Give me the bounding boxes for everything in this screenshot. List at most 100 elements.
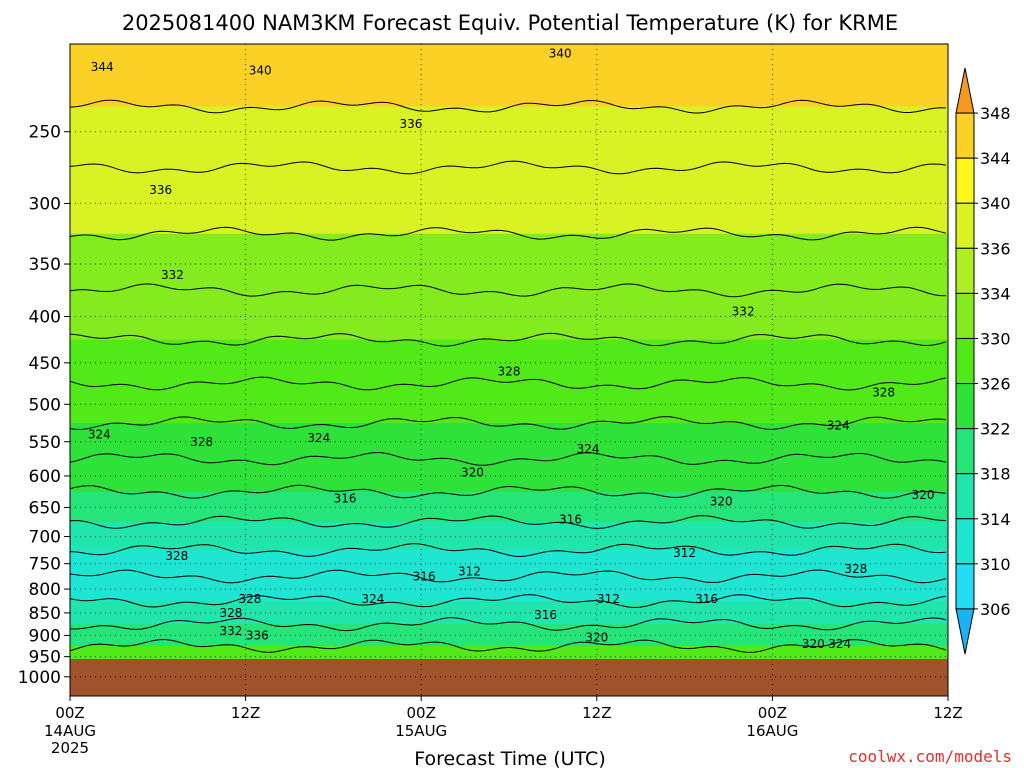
- contour-line: [70, 283, 947, 298]
- contour-label: 336: [400, 117, 423, 131]
- colorbar-label: 314: [980, 510, 1011, 529]
- contour-line: [70, 332, 947, 347]
- contour-label: 316: [334, 491, 357, 505]
- y-tick-label: 650: [29, 498, 61, 518]
- colorbar-label: 334: [980, 284, 1011, 303]
- contour-label: 328: [239, 592, 262, 606]
- contour-label: 324: [577, 442, 600, 456]
- contour-label: 340: [549, 47, 572, 61]
- contour-label: 328: [190, 435, 213, 449]
- x-tick-label: 12Z: [933, 704, 962, 722]
- contour-line: [70, 594, 947, 609]
- contour-label: 344: [91, 60, 114, 74]
- contour-line: [70, 543, 947, 558]
- y-tick-label: 600: [29, 467, 61, 487]
- contour-label: 324: [827, 419, 850, 433]
- x-tick-label: 12Z: [582, 704, 611, 722]
- contour-line: [70, 484, 947, 499]
- colorbar-label: 326: [980, 375, 1011, 394]
- x-tick-date: 16AUG: [746, 722, 798, 740]
- y-tick-label: 800: [29, 580, 61, 600]
- credit-text: coolwx.com/models: [848, 747, 1012, 766]
- colorbar-swatch: [955, 518, 975, 565]
- colorbar-label: 306: [980, 600, 1011, 619]
- x-tick-label: 00Z: [55, 704, 84, 722]
- colorbar-label: 336: [980, 239, 1011, 258]
- colorbar-label: 322: [980, 420, 1011, 439]
- colorbar-cap-bottom: [955, 608, 975, 655]
- x-tick-date: 15AUG: [395, 722, 447, 740]
- theta-e-band: [70, 106, 948, 169]
- contour-line: [70, 639, 947, 653]
- contour-line: [70, 617, 947, 632]
- contour-label: 328: [165, 549, 188, 563]
- y-tick-label: 1000: [18, 668, 61, 688]
- colorbar-swatch: [955, 383, 975, 430]
- x-axis-label: Forecast Time (UTC): [414, 748, 605, 768]
- contour-label: 320: [461, 466, 484, 480]
- theta-e-band: [70, 290, 948, 341]
- colorbar-label: 330: [980, 329, 1011, 348]
- colorbar-label: 310: [980, 555, 1011, 574]
- contour-label: 312: [458, 564, 481, 578]
- contour-label: 312: [597, 592, 620, 606]
- contour-label: 320: [802, 637, 825, 651]
- y-tick-label: 500: [29, 395, 61, 415]
- theta-e-band: [70, 550, 948, 577]
- contour-label: 332: [220, 624, 243, 638]
- contour-line: [70, 376, 947, 391]
- contour-label: 316: [534, 608, 557, 622]
- contour-label: 320: [585, 631, 608, 645]
- contour-label: 316: [559, 512, 582, 526]
- colorbar-swatch: [955, 202, 975, 249]
- x-tick-label: 00Z: [407, 704, 436, 722]
- y-tick-label: 700: [29, 528, 61, 548]
- contour-label: 328: [872, 385, 895, 399]
- contour-line: [70, 160, 947, 175]
- y-tick-label: 550: [29, 433, 61, 453]
- x-tick-year: 2025: [51, 739, 89, 757]
- contour-label: 332: [161, 268, 184, 282]
- ground-below-surface: [70, 659, 948, 696]
- contour-line: [70, 416, 947, 430]
- contour-label: 320: [912, 488, 935, 502]
- colorbar-swatch: [955, 112, 975, 159]
- x-tick-label: 12Z: [231, 704, 260, 722]
- contour-label: 328: [220, 606, 243, 620]
- contour-line: [70, 226, 947, 241]
- theta-e-band: [70, 458, 948, 493]
- contour-line: [70, 99, 947, 114]
- contour-label: 340: [249, 64, 272, 78]
- theta-e-band: [70, 383, 948, 424]
- contour-label: 312: [673, 546, 696, 560]
- theta-e-band: [70, 44, 948, 108]
- colorbar-swatch: [955, 337, 975, 385]
- x-tick-label: 00Z: [758, 704, 787, 722]
- chart-title: 2025081400 NAM3KM Forecast Equiv. Potent…: [122, 11, 898, 35]
- contour-label: 324: [361, 592, 384, 606]
- colorbar-swatch: [955, 247, 975, 294]
- y-tick-label: 900: [29, 626, 61, 646]
- colorbar-swatch: [955, 473, 975, 520]
- theta-e-band: [70, 600, 948, 625]
- theta-e-band: [70, 491, 948, 523]
- colorbar-label: 348: [980, 104, 1011, 123]
- theta-e-band: [70, 624, 948, 647]
- y-tick-label: 750: [29, 555, 61, 575]
- y-tick-label: 250: [29, 123, 61, 143]
- y-tick-label: 300: [29, 194, 61, 214]
- y-tick-label: 850: [29, 604, 61, 624]
- contour-label: 332: [732, 305, 755, 319]
- contour-label: 324: [828, 637, 851, 651]
- contour-line: [70, 515, 947, 529]
- colorbar-swatch: [955, 292, 975, 339]
- x-tick-date: 14AUG: [44, 722, 96, 740]
- contour-label: 316: [695, 592, 718, 606]
- contour-label: 320: [710, 494, 733, 508]
- contour-label: 328: [498, 364, 521, 378]
- contour-label: 324: [88, 428, 111, 442]
- theta-e-band: [70, 233, 948, 291]
- y-tick-label: 450: [29, 354, 61, 374]
